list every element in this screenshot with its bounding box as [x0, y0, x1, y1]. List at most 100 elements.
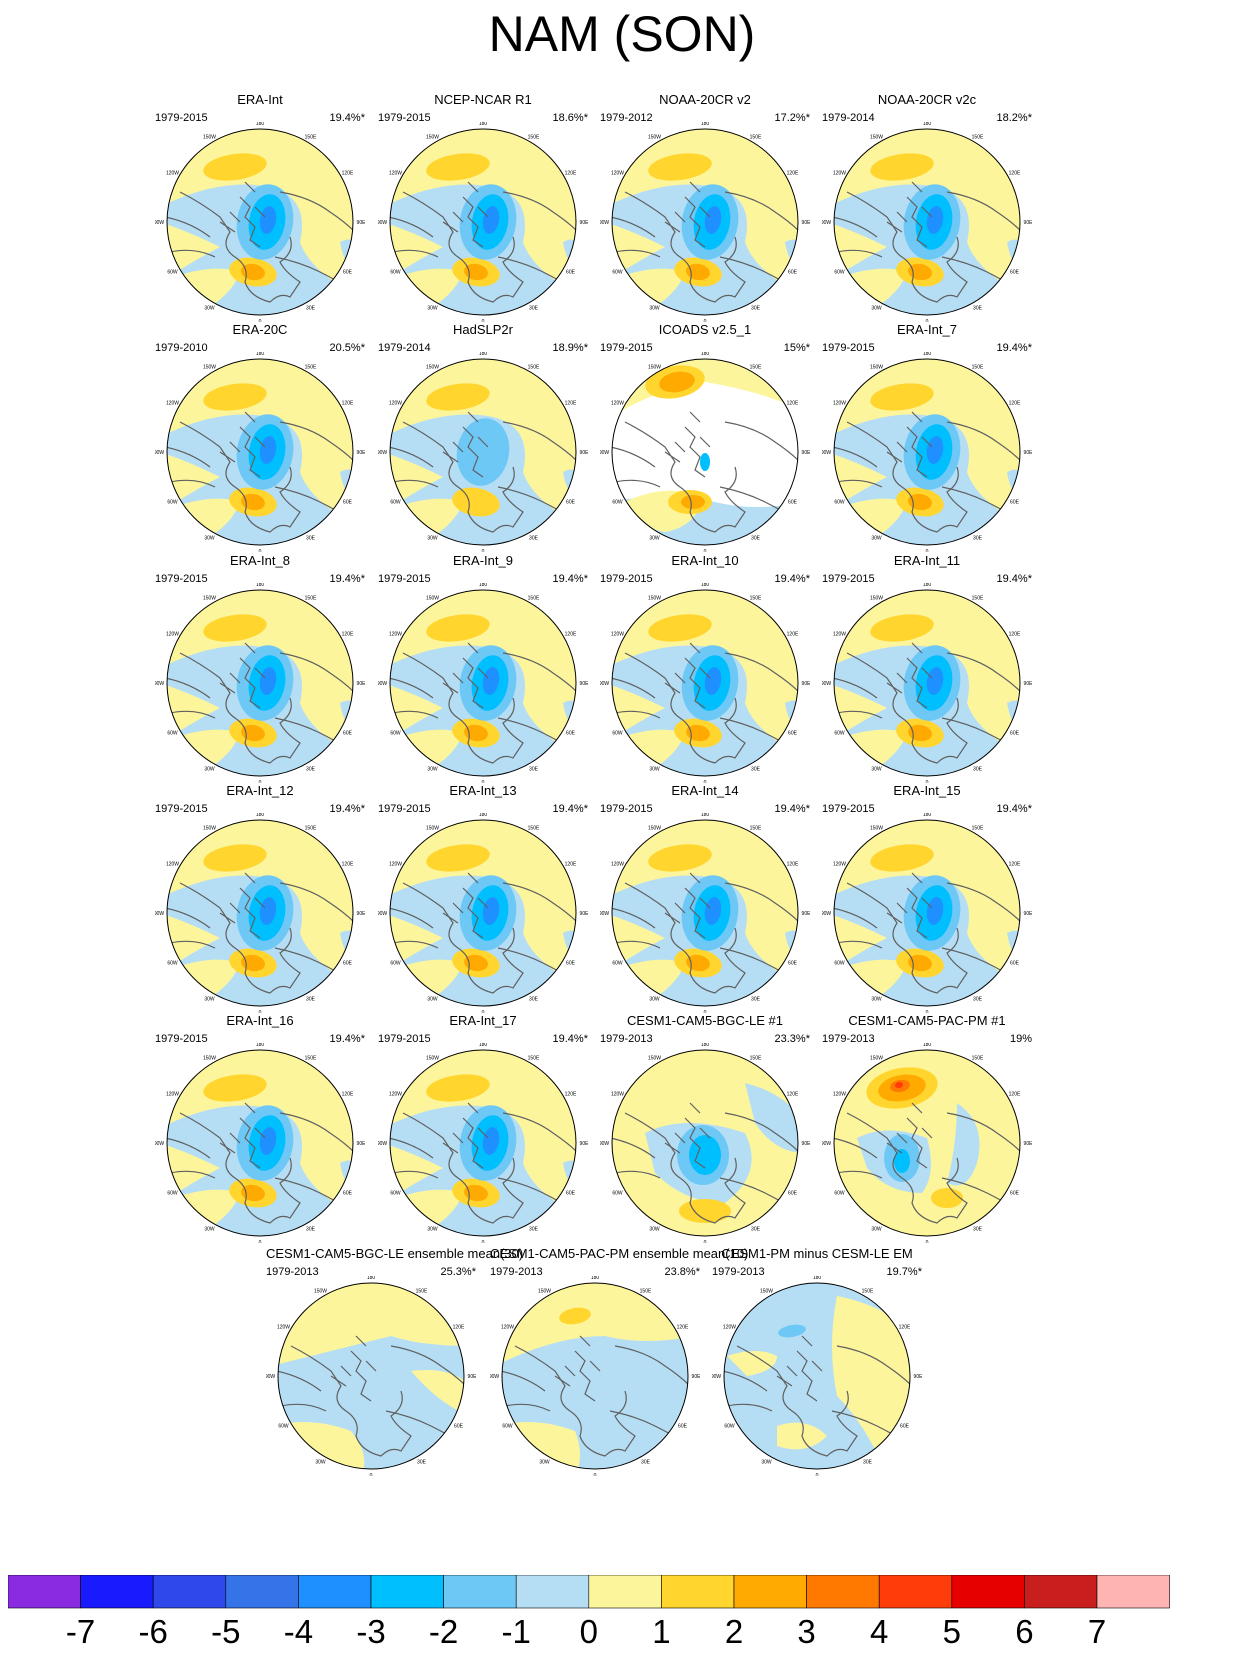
panel-period: 1979-2013 — [712, 1266, 765, 1278]
lon-label: 90W — [378, 911, 387, 917]
panel-period: 1979-2015 — [378, 1033, 431, 1045]
lon-label: 180 — [256, 122, 265, 127]
colorbar-tick-label: -4 — [283, 1613, 314, 1650]
lon-label: 0 — [926, 1240, 929, 1243]
lon-label: 120E — [787, 401, 799, 407]
panel-variance: 19.4%* — [329, 112, 365, 124]
lon-label: 90W — [600, 1141, 609, 1147]
lon-label: 150E — [528, 825, 540, 831]
lon-label: 30W — [649, 767, 660, 773]
map-boundary — [833, 589, 1021, 777]
lon-label: 90E — [802, 220, 810, 226]
colorbar-segment — [733, 1575, 807, 1609]
colorbar-tick-label: 6 — [1015, 1613, 1034, 1650]
map-boundary — [277, 1282, 465, 1470]
lon-label: 30W — [871, 997, 882, 1003]
lon-label: 90W — [155, 220, 164, 226]
map-panel: CESM1-CAM5-BGC-LE #1 1979-2013 23.3%* 180 15… — [600, 1013, 810, 1243]
panel-title: ERA-Int_16 — [226, 1013, 294, 1028]
polar-map: 180 150E 120E 90E 60E 30E 0 30W 60W 90W 120W 150W — [822, 1043, 1032, 1243]
map-boundary — [611, 1049, 799, 1237]
panel-title: ERA-20C — [232, 322, 288, 337]
map-boundary — [501, 1282, 689, 1470]
polar-map: 180 150E 120E 90E 60E 30E 0 30W 60W 90W 120W 150W — [378, 583, 588, 783]
lon-label: 90W — [266, 1374, 275, 1380]
lon-label: 60E — [788, 731, 798, 737]
lon-label: 120W — [611, 632, 624, 638]
lon-label: 150E — [972, 134, 984, 140]
colorbar-tick-label: -5 — [211, 1613, 241, 1650]
lon-label: 0 — [482, 549, 485, 552]
lon-label: 90E — [1024, 220, 1032, 226]
polar-map: 180 150E 120E 90E 60E 30E 0 30W 60W 90W 120W 150W — [822, 583, 1032, 783]
lon-label: 150W — [648, 1055, 661, 1061]
lon-label: 120W — [166, 632, 179, 638]
lon-label: 120E — [565, 171, 577, 177]
lon-label: 90E — [1024, 1141, 1032, 1147]
lon-label: 30E — [751, 997, 761, 1003]
colorbar-tick-label: 2 — [724, 1613, 744, 1650]
lon-label: 60W — [612, 270, 623, 276]
lon-label: 90E — [802, 450, 810, 456]
lon-label: 90E — [914, 1374, 922, 1380]
lon-label: 150W — [648, 825, 661, 831]
lon-label: 60E — [678, 1424, 688, 1430]
lon-label: 150W — [870, 364, 883, 370]
lon-label: 30E — [529, 306, 539, 312]
polar-map: 180 150E 120E 90E 60E 30E 0 30W 60W 90W 120W 150W — [155, 122, 365, 322]
lon-label: 120E — [1009, 171, 1021, 177]
lon-label: 120W — [501, 1325, 514, 1331]
lon-label: 120W — [611, 401, 624, 407]
lon-label: 120W — [611, 862, 624, 868]
lon-label: 180 — [813, 1276, 822, 1281]
map-panel: ERA-Int_9 1979-2015 19.4%* 180 150E 120E 90E 60… — [378, 553, 588, 783]
lon-label: 90W — [600, 220, 609, 226]
lon-label: 180 — [479, 1043, 488, 1048]
map-panel: CESM1-CAM5-PAC-PM #1 1979-2013 19% 180 150E 1… — [822, 1013, 1032, 1243]
lon-label: 150E — [305, 595, 317, 601]
lon-label: 0 — [926, 549, 929, 552]
lon-label: 180 — [701, 122, 710, 127]
lon-label: 60E — [566, 961, 576, 967]
lon-label: 30W — [427, 767, 438, 773]
lon-label: 120E — [787, 632, 799, 638]
lon-label: 0 — [704, 1240, 707, 1243]
map-panel: ERA-Int_12 1979-2015 19.4%* 180 150E 120E 90E 6… — [155, 783, 365, 1013]
lon-label: 60E — [566, 270, 576, 276]
lon-label: 120W — [389, 632, 402, 638]
lon-label: 60W — [502, 1424, 513, 1430]
lon-label: 180 — [923, 122, 932, 127]
panel-period: 1979-2015 — [155, 112, 208, 124]
lon-label: 60W — [834, 961, 845, 967]
lon-label: 90W — [822, 450, 831, 456]
lon-label: 30E — [417, 1460, 427, 1466]
lon-label: 30W — [427, 1227, 438, 1233]
lon-label: 120E — [1009, 862, 1021, 868]
lon-label: 150E — [528, 595, 540, 601]
lon-label: 180 — [923, 352, 932, 357]
panel-period: 1979-2015 — [378, 112, 431, 124]
panel-variance: 19.4%* — [996, 342, 1032, 354]
lon-label: 90E — [357, 681, 365, 687]
lon-label: 60W — [390, 500, 401, 506]
lon-label: 150E — [972, 825, 984, 831]
panel-variance: 15%* — [783, 342, 810, 354]
map-boundary — [389, 819, 577, 1007]
panel-title: ERA-Int_17 — [449, 1013, 517, 1028]
map-panel: ICOADS v2.5_1 1979-2015 15%* 180 150E 120E 90E… — [600, 322, 810, 552]
lon-label: 150W — [870, 595, 883, 601]
lon-label: 120W — [611, 171, 624, 177]
colorbar-tick-label: -6 — [138, 1613, 168, 1650]
lon-label: 120E — [342, 401, 354, 407]
lon-label: 150W — [203, 595, 216, 601]
colorbar-segment — [443, 1575, 517, 1609]
lon-label: 180 — [479, 813, 488, 818]
lon-label: 150W — [426, 1055, 439, 1061]
polar-map: 180 150E 120E 90E 60E 30E 0 30W 60W 90W 120W 150W — [600, 583, 810, 783]
lon-label: 150E — [862, 1288, 874, 1294]
lon-label: 150W — [538, 1288, 551, 1294]
lon-label: 30E — [529, 767, 539, 773]
lon-label: 60W — [390, 1191, 401, 1197]
map-boundary — [166, 128, 354, 316]
panel-variance: 19.4%* — [329, 573, 365, 585]
